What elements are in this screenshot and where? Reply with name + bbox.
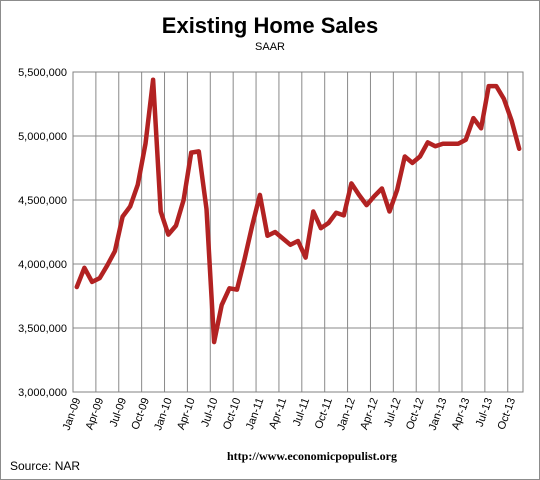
x-tick-label: Jul-11 — [291, 396, 312, 428]
x-tick-label: Apr-13 — [450, 396, 473, 431]
x-tick-label: Jan-10 — [152, 396, 175, 432]
y-tick-label: 3,500,000 — [18, 323, 67, 335]
source-url: http://www.economicpopulist.org — [227, 449, 397, 463]
gridlines — [72, 71, 523, 393]
y-tick-label: 4,000,000 — [18, 259, 67, 271]
x-tick-label: Oct-12 — [404, 396, 427, 431]
y-axis-ticks: 5,500,000 5,000,000 4,500,000 4,000,000 3,50… — [18, 67, 67, 399]
x-tick-label: Apr-11 — [267, 396, 289, 430]
x-tick-label: Jul-10 — [199, 396, 221, 428]
x-tick-label: Oct-13 — [496, 396, 519, 431]
plot-area-border — [72, 71, 524, 393]
source-note: Source: NAR — [10, 459, 80, 473]
x-tick-label: Jul-12 — [382, 396, 404, 428]
y-tick-label: 4,500,000 — [18, 195, 67, 207]
y-tick-label: 5,000,000 — [18, 131, 67, 143]
chart-subtitle: SAAR — [255, 41, 285, 53]
x-tick-label: Jan-12 — [335, 396, 358, 432]
x-tick-label: Apr-12 — [358, 396, 381, 431]
x-tick-label: Oct-11 — [313, 396, 335, 430]
x-tick-label: Oct-09 — [129, 396, 152, 431]
x-tick-label: Oct-10 — [221, 396, 244, 431]
x-tick-label: Jan-09 — [61, 396, 84, 432]
existing-home-sales-line — [74, 77, 522, 345]
x-tick-label: Apr-09 — [84, 396, 107, 431]
y-tick-label: 3,000,000 — [18, 387, 67, 399]
x-tick-label: Jul-09 — [108, 396, 130, 428]
x-tick-label: Jul-13 — [474, 396, 496, 428]
y-tick-label: 5,500,000 — [18, 67, 67, 79]
x-tick-label: Apr-10 — [175, 396, 198, 431]
chart-title: Existing Home Sales — [162, 13, 378, 38]
x-tick-label: Jan-11 — [244, 396, 267, 431]
x-axis-ticks: Jan-09 Apr-09 Jul-09 Oct-09 Jan-10 Apr-10 Jul-… — [61, 396, 519, 432]
x-tick-label: Jan-13 — [427, 396, 450, 432]
